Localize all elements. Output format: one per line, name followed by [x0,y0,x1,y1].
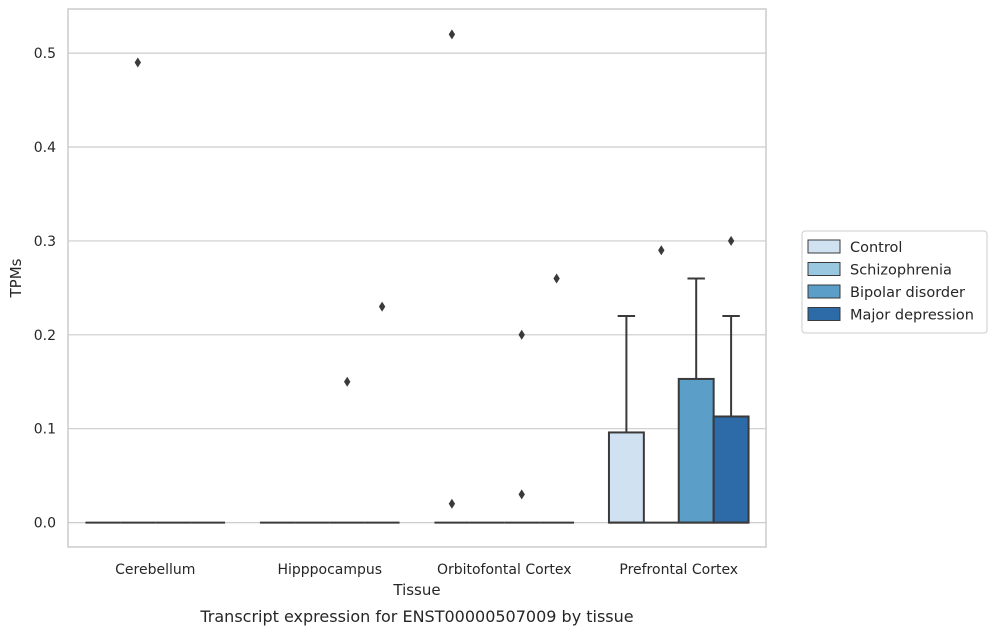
chart-caption: Transcript expression for ENST0000050700… [199,607,633,626]
plot-area-frame [67,8,767,548]
gridlines [68,52,766,524]
box-major-depression [712,315,750,524]
outliers [134,29,735,509]
outlier-point [378,301,386,312]
outlier-point [518,329,525,340]
x-tick-label: Orbitofontal Cortex [437,562,572,578]
y-tick-label: 0.0 [34,516,56,532]
legend-swatch [807,307,841,321]
x-axis-label: Tissue [392,581,440,599]
y-axis-ticks: 0.0 0.1 0.2 0.3 0.4 0.5 [34,46,56,531]
outlier-point [727,235,735,246]
legend-swatch [807,262,841,276]
outlier-point [134,57,141,68]
legend-item: Control [807,239,902,256]
x-tick-label: Hipppocampus [277,562,382,578]
legend-swatch [807,239,841,254]
legend-label: Schizophrenia [850,263,952,279]
box-bipolar-disorder [677,277,715,524]
legend-item: Schizophrenia [807,262,952,279]
outlier-point [448,498,456,509]
legend-items: Control Schizophrenia Bipolar disorder Majo… [807,239,974,324]
legend-label: Major depression [850,308,974,324]
y-tick-label: 0.1 [34,422,56,438]
y-axis-label: TPMs [7,258,25,298]
outlier-point [448,29,456,40]
outlier-point [518,489,525,500]
outlier-point [344,376,351,387]
y-tick-label: 0.3 [34,234,56,250]
y-tick-label: 0.2 [34,328,56,344]
legend-item: Bipolar disorder [807,284,965,301]
x-tick-label: Prefrontal Cortex [619,562,738,578]
y-tick-label: 0.4 [34,140,56,156]
outlier-point [658,245,665,256]
legend-label: Bipolar disorder [850,285,965,301]
x-tick-label: Cerebellum [115,562,195,578]
legend-swatch [807,284,841,299]
y-tick-label: 0.5 [34,46,56,62]
box-body [607,431,645,524]
legend-frame [801,230,988,334]
box-body [712,415,750,524]
boxes [85,277,750,524]
legend: Control Schizophrenia Bipolar disorder Majo… [801,230,988,334]
outlier-point [553,273,560,284]
legend-label: Control [850,240,902,256]
box-body [677,377,715,524]
box-control [607,315,645,524]
x-axis-ticks: Cerebellum Hipppocampus Orbitofontal Corte… [115,562,738,578]
legend-item: Major depression [807,307,974,324]
